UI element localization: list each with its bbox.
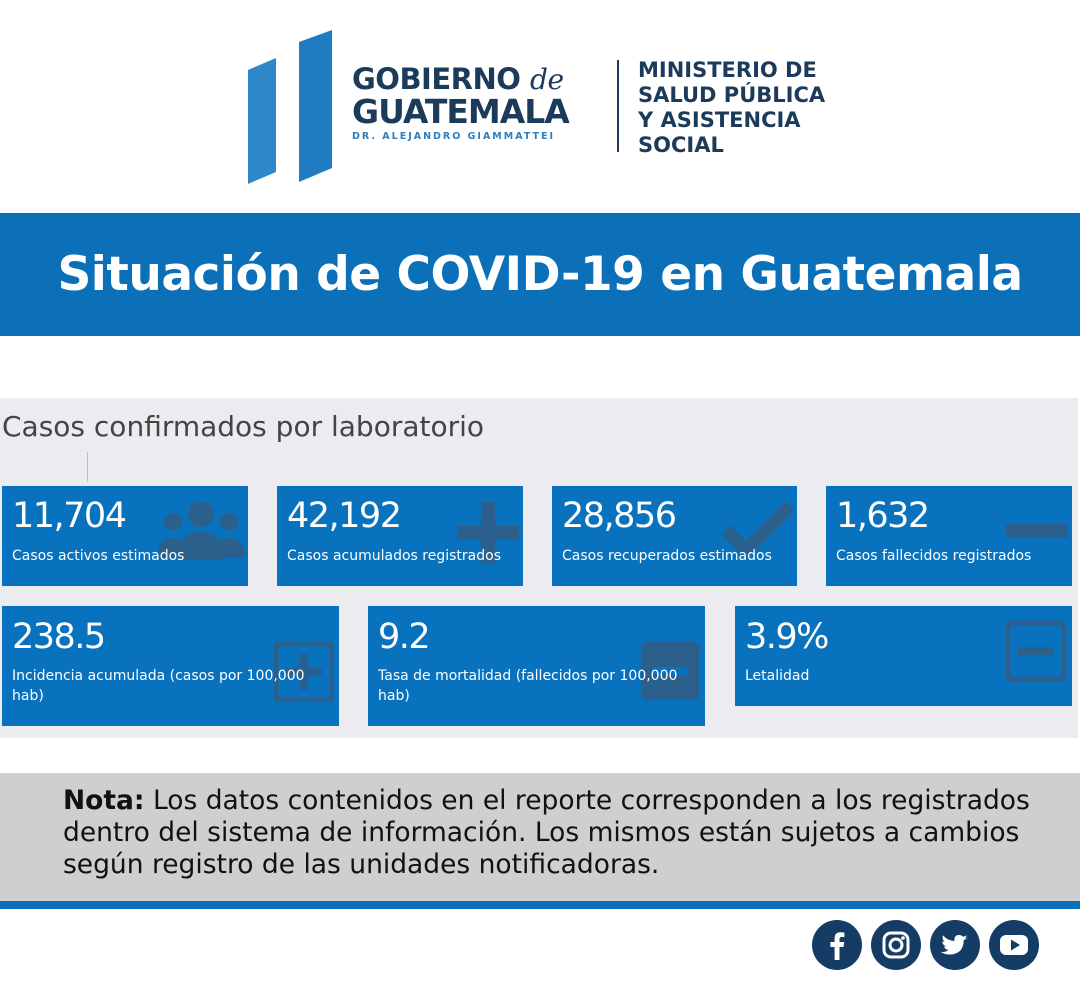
gobierno-de-word: de [530, 63, 564, 96]
card-value: 9.2 [378, 617, 431, 657]
instagram-icon[interactable] [871, 920, 921, 970]
minus-icon [1004, 522, 1070, 545]
card-value: 1,632 [836, 496, 930, 536]
ministry-name: MINISTERIO DE SALUD PÚBLICA Y ASISTENCIA… [638, 58, 825, 158]
youtube-icon[interactable] [989, 920, 1039, 970]
ministry-line-3: Y ASISTENCIA [638, 108, 801, 132]
card-label: Casos activos estimados [12, 548, 185, 564]
plus-icon [455, 500, 521, 571]
twitter-icon[interactable] [930, 920, 980, 970]
panel-divider-tick [87, 452, 88, 482]
card-active-cases: 11,704 Casos activos estimados [2, 486, 248, 586]
dashboard-title: Casos confirmados por laboratorio [2, 410, 485, 443]
card-value: 28,856 [562, 496, 677, 536]
card-label: Casos recuperados estimados [562, 548, 772, 564]
government-logo-bars [244, 28, 336, 188]
note-label: Nota: [63, 785, 145, 816]
ministry-line-2: SALUD PÚBLICA [638, 83, 826, 107]
gobierno-word: GOBIERNO de [352, 62, 564, 96]
footer-divider-bar [0, 901, 1080, 909]
card-label: Incidencia acumulada (casos por 100,000 … [12, 668, 305, 704]
guatemala-word: GUATEMALA [352, 92, 570, 131]
minus-square-outline-icon [1005, 620, 1067, 687]
check-icon [720, 500, 796, 565]
card-cumulative-incidence: 238.5 Incidencia acumulada (casos por 10… [2, 606, 339, 726]
card-value: 42,192 [287, 496, 402, 536]
plus-square-icon [273, 641, 335, 707]
card-deceased-cases: 1,632 Casos fallecidos registrados [826, 486, 1072, 586]
title-banner: Situación de COVID-19 en Guatemala [0, 213, 1080, 336]
note-box [0, 773, 1080, 901]
card-lethality: 3.9% Letalidad [735, 606, 1072, 706]
page-title: Situación de COVID-19 en Guatemala [57, 247, 1023, 302]
ministry-line-4: SOCIAL [638, 133, 724, 157]
president-name: DR. ALEJANDRO GIAMMATTEI [352, 131, 556, 142]
card-value: 11,704 [12, 496, 127, 536]
users-icon [156, 498, 246, 569]
government-wordmark: GOBIERNO de GUATEMALA DR. ALEJANDRO GIAM… [352, 64, 602, 142]
card-accumulated-cases: 42,192 Casos acumulados registrados [277, 486, 523, 586]
card-mortality-rate: 9.2 Tasa de mortalidad (fallecidos por 1… [368, 606, 705, 726]
card-recovered-cases: 28,856 Casos recuperados estimados [552, 486, 797, 586]
card-label: Tasa de mortalidad (fallecidos por 100,0… [378, 668, 678, 704]
card-label: Casos acumulados registrados [287, 548, 501, 564]
card-value: 238.5 [12, 617, 106, 657]
card-value: 3.9% [745, 617, 829, 657]
facebook-icon[interactable] [812, 920, 862, 970]
note-text: Nota: Los datos contenidos en el reporte… [63, 785, 1053, 881]
minus-square-icon [639, 640, 701, 707]
card-label: Letalidad [745, 668, 810, 684]
note-body: Los datos contenidos en el reporte corre… [63, 785, 1030, 880]
ministry-line-1: MINISTERIO DE [638, 58, 817, 82]
logo-divider [617, 60, 619, 152]
card-label: Casos fallecidos registrados [836, 548, 1032, 564]
